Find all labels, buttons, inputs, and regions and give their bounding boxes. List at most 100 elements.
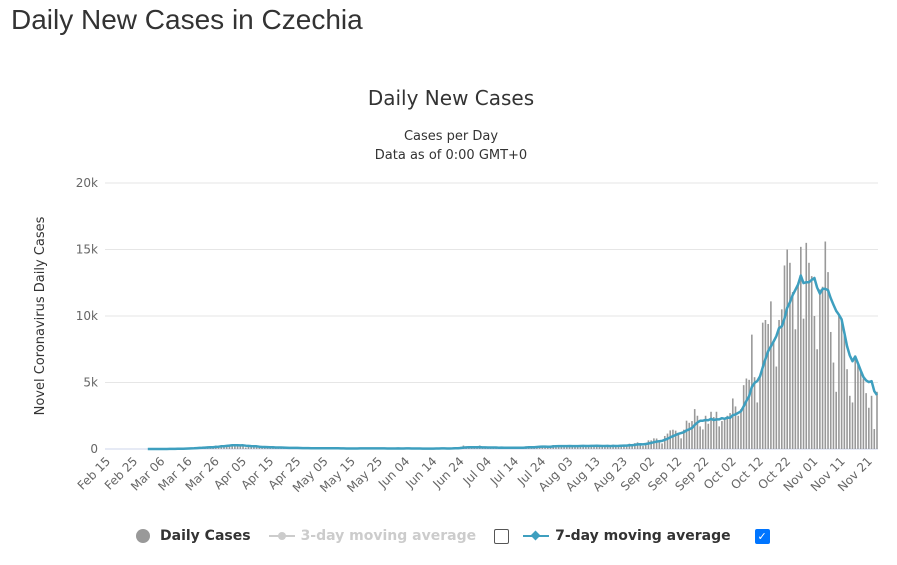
- bar: [228, 445, 231, 449]
- bar: [756, 402, 759, 449]
- bar: [808, 262, 810, 449]
- bar: [707, 423, 710, 449]
- bar: [829, 331, 832, 449]
- bar: [258, 447, 261, 449]
- bar: [710, 411, 712, 449]
- bar: [650, 440, 652, 449]
- bar: [840, 319, 843, 449]
- bar: [655, 438, 658, 449]
- bar: [666, 433, 669, 449]
- line-marker-icon: [268, 531, 295, 541]
- bar: [609, 445, 612, 449]
- y-axis-label: Novel Coronavirus Daily Cases: [33, 216, 48, 415]
- bar: [783, 265, 786, 449]
- bar: [644, 443, 647, 449]
- y-tick-label: 10k: [76, 309, 98, 323]
- bar: [835, 391, 837, 449]
- bar: [693, 409, 696, 449]
- bar: [691, 421, 693, 449]
- bar: [470, 448, 473, 449]
- bar: [264, 447, 266, 449]
- bar: [576, 445, 579, 449]
- bar: [685, 420, 688, 449]
- bar: [614, 445, 617, 449]
- bar: [593, 445, 595, 449]
- legend-3day-ma[interactable]: 3-day moving average: [268, 528, 477, 544]
- bar: [802, 318, 805, 449]
- chart-title: Daily New Cases: [368, 86, 534, 110]
- bar: [816, 349, 818, 449]
- bar: [775, 366, 778, 449]
- ma7-checkbox[interactable]: ✓: [754, 528, 770, 544]
- bar: [253, 446, 255, 449]
- bar: [862, 378, 865, 449]
- bar: [604, 446, 606, 449]
- circle-icon: [136, 529, 150, 543]
- bar: [751, 334, 753, 449]
- bar: [234, 445, 236, 449]
- y-tick-label: 20k: [76, 176, 98, 190]
- legend-7day-ma[interactable]: 7-day moving average: [523, 528, 731, 544]
- bar: [772, 342, 775, 449]
- y-tick-label: 15k: [76, 243, 98, 257]
- y-tick-label: 5k: [83, 376, 98, 390]
- bar: [587, 446, 590, 449]
- bar: [753, 377, 756, 449]
- bar: [546, 447, 549, 449]
- bar: [851, 402, 854, 449]
- bar: [631, 444, 633, 449]
- bar: [868, 407, 870, 449]
- bar: [843, 333, 846, 449]
- bar: [674, 430, 677, 449]
- bar: [740, 409, 742, 449]
- bar: [838, 316, 840, 449]
- bar: [748, 379, 750, 449]
- legend-label: 7-day moving average: [555, 528, 731, 544]
- bar: [250, 446, 253, 449]
- bar: [745, 378, 748, 449]
- bar: [718, 426, 720, 449]
- bar: [623, 445, 625, 449]
- bar: [704, 415, 707, 449]
- y-tick-label: 0: [90, 442, 98, 456]
- bar: [696, 415, 699, 449]
- bar: [601, 446, 603, 449]
- bar: [560, 445, 563, 449]
- bar: [663, 435, 666, 449]
- bar: [242, 445, 244, 449]
- bar: [244, 447, 247, 449]
- bar: [857, 365, 859, 449]
- bar: [854, 358, 857, 449]
- bar: [231, 444, 233, 449]
- bar: [778, 319, 780, 449]
- bar: [870, 395, 873, 449]
- ma7-line: [147, 274, 879, 451]
- bar: [672, 429, 674, 449]
- bar: [824, 241, 827, 449]
- bar: [734, 406, 737, 449]
- legend-label: Daily Cases: [160, 528, 251, 544]
- bar: [813, 316, 816, 449]
- daily-cases-chart: Daily New Cases Cases per Day Data as of…: [33, 86, 879, 495]
- legend-label: 3-day moving average: [300, 528, 477, 544]
- bar: [699, 426, 701, 449]
- bar: [236, 445, 239, 449]
- legend-daily-cases[interactable]: Daily Cases: [136, 528, 251, 544]
- bar: [832, 362, 835, 449]
- bar: [658, 441, 661, 449]
- bar: [737, 415, 740, 449]
- bar: [723, 419, 726, 449]
- bar: [712, 417, 715, 449]
- ma3-checkbox[interactable]: [494, 528, 510, 544]
- bar: [731, 398, 734, 449]
- bar: [669, 430, 672, 449]
- bar: [873, 429, 876, 449]
- bar: [729, 413, 731, 449]
- bar: [566, 446, 568, 449]
- bar: [848, 395, 851, 449]
- bar: [786, 249, 789, 449]
- legend: Daily Cases 3-day moving average 7-day m…: [136, 528, 784, 544]
- bar: [767, 323, 769, 449]
- bar: [715, 411, 718, 449]
- x-tick-label: Jul 04: [460, 454, 494, 488]
